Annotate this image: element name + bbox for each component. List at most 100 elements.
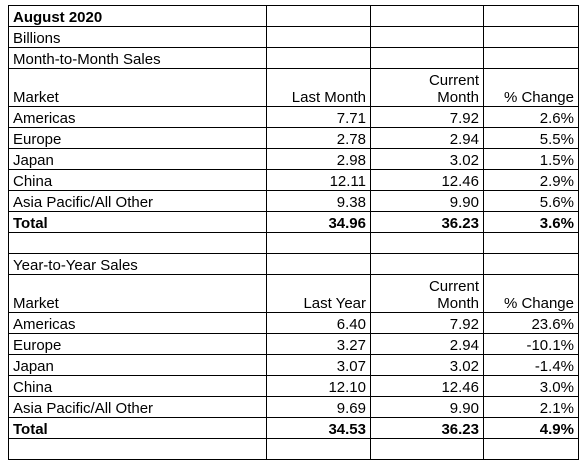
cell: Total [8, 417, 267, 439]
header-row: Market Last Month Current Month% Change [8, 68, 579, 107]
cell: 36.23 [370, 417, 484, 439]
cell: 1.5% [483, 148, 579, 170]
data-row: Americas 6.40 7.92 23.6% [8, 312, 579, 334]
cell: 7.92 [370, 312, 484, 334]
header-row: Market Last Year Current Month% Change [8, 274, 579, 313]
cell: 5.5% [483, 127, 579, 149]
cell [370, 47, 484, 69]
cell [266, 26, 371, 48]
cell: China [8, 375, 267, 397]
cell [370, 5, 484, 27]
data-row: Japan 3.07 3.02 -1.4% [8, 354, 579, 376]
cell: 3.07 [266, 354, 371, 376]
label-row: Year-to-Year Sales [8, 253, 579, 275]
data-row: Europe 2.78 2.94 5.5% [8, 127, 579, 149]
cell: China [8, 169, 267, 191]
cell: 2.98 [266, 148, 371, 170]
cell [483, 253, 579, 275]
cell: 2.6% [483, 106, 579, 128]
cell: 3.02 [370, 148, 484, 170]
cell [266, 253, 371, 275]
data-row: Asia Pacific/All Other 9.38 9.90 5.6% [8, 190, 579, 212]
cell: 9.38 [266, 190, 371, 212]
cell: 4.9% [483, 417, 579, 439]
cell: 12.46 [370, 169, 484, 191]
cell: 34.53 [266, 417, 371, 439]
sales-table: August 2020 Billions Month-to-Month Sales M… [8, 5, 579, 460]
cell [483, 5, 579, 27]
cell: -10.1% [483, 333, 579, 355]
cell: 12.46 [370, 375, 484, 397]
cell: 3.0% [483, 375, 579, 397]
cell: Last Year [266, 274, 371, 313]
cell: Japan [8, 148, 267, 170]
cell [483, 47, 579, 69]
data-row: China 12.11 12.46 2.9% [8, 169, 579, 191]
cell: -1.4% [483, 354, 579, 376]
cell [266, 5, 371, 27]
cell: Market [8, 274, 267, 313]
cell: Billions [8, 26, 267, 48]
cell: Japan [8, 354, 267, 376]
data-row: Asia Pacific/All Other 9.69 9.90 2.1% [8, 396, 579, 418]
label-row: Month-to-Month Sales [8, 47, 579, 69]
cell: % Change [483, 68, 579, 107]
cell: Asia Pacific/All Other [8, 190, 267, 212]
cell: Europe [8, 333, 267, 355]
cell: Current Month [370, 274, 484, 313]
cell: Europe [8, 127, 267, 149]
cell [483, 232, 579, 254]
cell: Americas [8, 106, 267, 128]
cell: 2.94 [370, 333, 484, 355]
cell [483, 26, 579, 48]
cell: 7.71 [266, 106, 371, 128]
cell: 7.92 [370, 106, 484, 128]
cell [370, 438, 484, 460]
cell: August 2020 [8, 5, 267, 27]
label-row [8, 438, 579, 460]
cell: 23.6% [483, 312, 579, 334]
total-row: Total 34.53 36.23 4.9% [8, 417, 579, 439]
cell: 3.02 [370, 354, 484, 376]
cell [8, 232, 267, 254]
cell: Total [8, 211, 267, 233]
cell: 12.10 [266, 375, 371, 397]
label-row [8, 232, 579, 254]
cell: 2.94 [370, 127, 484, 149]
cell: 36.23 [370, 211, 484, 233]
total-row: Total 34.96 36.23 3.6% [8, 211, 579, 233]
cell: 3.6% [483, 211, 579, 233]
cell [370, 26, 484, 48]
cell: 34.96 [266, 211, 371, 233]
label-row: Billions [8, 26, 579, 48]
cell [266, 232, 371, 254]
cell [266, 47, 371, 69]
cell: Americas [8, 312, 267, 334]
cell: Asia Pacific/All Other [8, 396, 267, 418]
cell: 3.27 [266, 333, 371, 355]
cell: Current Month [370, 68, 484, 107]
cell: Market [8, 68, 267, 107]
cell [266, 438, 371, 460]
cell [370, 232, 484, 254]
cell: 6.40 [266, 312, 371, 334]
cell: Month-to-Month Sales [8, 47, 267, 69]
cell: 12.11 [266, 169, 371, 191]
table-body: August 2020 Billions Month-to-Month Sales M… [8, 5, 579, 460]
cell: 2.9% [483, 169, 579, 191]
cell: 2.78 [266, 127, 371, 149]
cell [8, 438, 267, 460]
label-row: August 2020 [8, 5, 579, 27]
data-row: China 12.10 12.46 3.0% [8, 375, 579, 397]
cell: 9.90 [370, 190, 484, 212]
data-row: Europe 3.27 2.94 -10.1% [8, 333, 579, 355]
cell: % Change [483, 274, 579, 313]
cell: 2.1% [483, 396, 579, 418]
cell: 9.90 [370, 396, 484, 418]
data-row: Japan 2.98 3.02 1.5% [8, 148, 579, 170]
cell: Last Month [266, 68, 371, 107]
cell [483, 438, 579, 460]
cell [370, 253, 484, 275]
cell: 9.69 [266, 396, 371, 418]
